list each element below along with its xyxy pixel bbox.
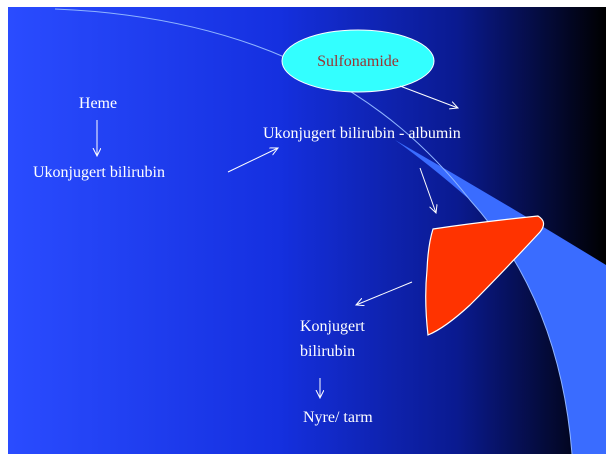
page: Sulfonamide Heme Ukonjugert bilirubin Uk… (0, 0, 614, 461)
node-label: Ukonjugert bilirubin - albumin (263, 125, 461, 142)
node-label: bilirubin (300, 343, 355, 360)
node-label: Nyre/ tarm (303, 409, 373, 426)
node-label: Sulfonamide (317, 53, 399, 70)
node-label: Konjugert (300, 318, 365, 335)
slide: Sulfonamide Heme Ukonjugert bilirubin Uk… (0, 0, 614, 461)
node-label: Heme (79, 95, 117, 112)
node-label: Ukonjugert bilirubin (33, 164, 165, 181)
